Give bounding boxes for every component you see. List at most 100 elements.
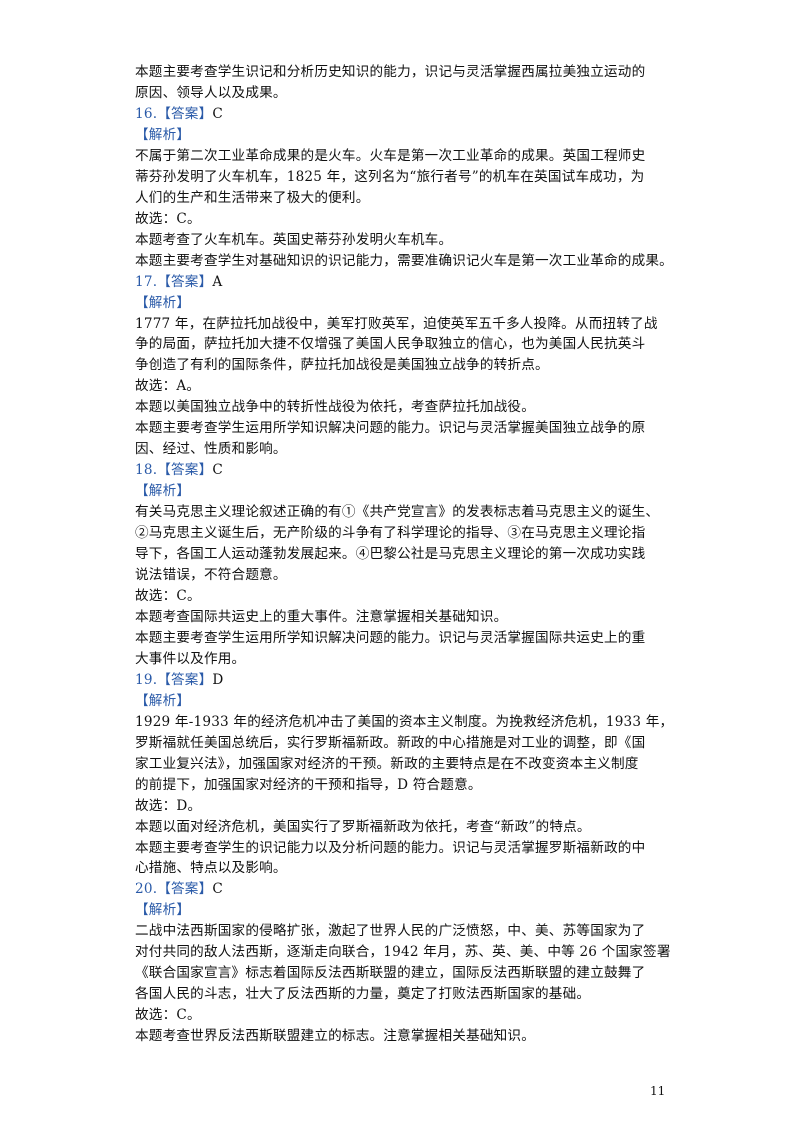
paragraph-text: 争创造了有利的国际条件，萨拉托加战役是美国独立战争的转折点。 [135, 357, 549, 374]
paragraph-text: 本题考查世界反法西斯联盟建立的标志。注意掌握相关基础知识。 [135, 1028, 536, 1045]
answer: C [212, 462, 224, 479]
text-line: ②马克思主义诞生后，无产阶级的斗争有了科学理论的指导、③在马克思主义理论指 [135, 523, 645, 543]
paragraph-text: 本题主要考查学生对基础知识的识记能力，需要准确识记火车是第一次工业革命的成果。 [135, 252, 673, 269]
text-line: 故选：D。 [135, 796, 201, 816]
text-line: 本题考查了火车机车。英国史蒂芬孙发明火车机车。 [135, 230, 452, 250]
text-line: 对付共同的敌人法西斯，逐渐走向联合，1942 年月，苏、英、美、中等 26 个国… [135, 942, 671, 962]
answer: D [212, 671, 224, 688]
paragraph-text: 故选：D。 [135, 797, 202, 814]
text-line: 故选：C。 [135, 1005, 201, 1025]
section-tag: 【答案】 [157, 881, 213, 898]
text-line: 《联合国家宣言》标志着国际反法西斯联盟的建立，国际反法西斯联盟的建立鼓舞了 [135, 963, 645, 983]
paragraph-text: 故选：C。 [135, 1007, 201, 1024]
text-line: 本题主要考查学生运用所学知识解决问题的能力。识记与灵活掌握美国独立战争的原 [135, 418, 645, 438]
text-line: 本题主要考查学生对基础知识的识记能力，需要准确识记火车是第一次工业革命的成果。 [135, 251, 673, 271]
section-tag: 【解析】 [135, 294, 191, 311]
paragraph-text: 大事件以及作用。 [135, 650, 246, 667]
paragraph-text: 二战中法西斯国家的侵略扩张，激起了世界人民的广泛愤怒，中、美、苏等国家为了 [135, 923, 646, 940]
text-line: 人们的生产和生活带来了极大的便利。 [135, 188, 370, 208]
text-line: 【解析】 [135, 125, 190, 145]
text-line: 蒂芬孙发明了火车机车，1825 年，这列名为“旅行者号”的机车在英国试车成功，为 [135, 167, 644, 187]
question-number: 19. [135, 671, 158, 688]
paragraph-text: 本题考查国际共运史上的重大事件。注意掌握相关基础知识。 [135, 608, 508, 625]
text-line: 本题主要考查学生的识记能力以及分析问题的能力。识记与灵活掌握罗斯福新政的中 [135, 838, 645, 858]
text-line: 【解析】 [135, 691, 190, 711]
text-line: 本题考查世界反法西斯联盟建立的标志。注意掌握相关基础知识。 [135, 1026, 535, 1046]
paragraph-text: 争的局面，萨拉托加大捷不仅增强了美国人民争取独立的信心，也为美国人民抗英斗 [135, 336, 646, 353]
text-line: 说法错误，不符合题意。 [135, 565, 287, 585]
paragraph-text: 本题主要考查学生的识记能力以及分析问题的能力。识记与灵活掌握罗斯福新政的中 [135, 839, 646, 856]
paragraph-text: 有关马克思主义理论叙述正确的有①《共产党宣言》的发表标志着马克思主义的诞生、 [135, 504, 660, 521]
answer: C [212, 881, 224, 898]
paragraph-text: 人们的生产和生活带来了极大的便利。 [135, 189, 370, 206]
text-line: 二战中法西斯国家的侵略扩张，激起了世界人民的广泛愤怒，中、美、苏等国家为了 [135, 921, 645, 941]
section-tag: 【解析】 [135, 692, 191, 709]
section-tag: 【答案】 [157, 105, 213, 122]
paragraph-text: 各国人民的斗志，壮大了反法西斯的力量，奠定了打败法西斯国家的基础。 [135, 986, 591, 1003]
text-line: 争创造了有利的国际条件，萨拉托加战役是美国独立战争的转折点。 [135, 355, 549, 375]
paragraph-text: 不属于第二次工业革命成果的是火车。火车是第一次工业革命的成果。英国工程师史 [135, 147, 646, 164]
text-line: 1777 年，在萨拉托加战役中，美军打败英军，迫使英军五千多人投降。从而扭转了战 [135, 314, 658, 334]
paragraph-text: 心措施、特点以及影响。 [135, 860, 287, 877]
text-line: 16.【答案】C [135, 104, 223, 124]
text-line: 本题以美国独立战争中的转折性战役为依托，考查萨拉托加战役。 [135, 397, 535, 417]
text-line: 有关马克思主义理论叙述正确的有①《共产党宣言》的发表标志着马克思主义的诞生、 [135, 502, 659, 522]
text-line: 20.【答案】C [135, 879, 223, 899]
text-line: 不属于第二次工业革命成果的是火车。火车是第一次工业革命的成果。英国工程师史 [135, 146, 645, 166]
paragraph-text: 本题以面对经济危机，美国实行了罗斯福新政为依托，考查“新政”的特点。 [135, 818, 591, 835]
paragraph-text: ②马克思主义诞生后，无产阶级的斗争有了科学理论的指导、③在马克思主义理论指 [135, 525, 646, 542]
paragraph-text: 本题以美国独立战争中的转折性战役为依托，考查萨拉托加战役。 [135, 399, 536, 416]
text-line: 本题以面对经济危机，美国实行了罗斯福新政为依托，考查“新政”的特点。 [135, 817, 591, 837]
page-number: 11 [650, 1084, 666, 1098]
text-line: 19.【答案】D [135, 670, 224, 690]
section-tag: 【解析】 [135, 902, 191, 919]
paragraph-text: 因、经过、性质和影响。 [135, 441, 287, 458]
paragraph-text: 本题主要考查学生识记和分析历史知识的能力，识记与灵活掌握西属拉美独立运动的 [135, 64, 646, 80]
answer: A [212, 273, 223, 290]
paragraph-text: 故选：C。 [135, 588, 201, 604]
question-number: 20. [135, 881, 158, 898]
paragraph-text: 1929 年-1933 年的经济危机冲击了美国的资本主义制度。为挽救经济危机，1… [135, 713, 674, 730]
text-line: 因、经过、性质和影响。 [135, 439, 287, 459]
text-line: 故选：A。 [135, 376, 200, 396]
paragraph-text: 故选：C。 [135, 210, 201, 227]
paragraph-text: 原因、领导人以及成果。 [135, 84, 287, 101]
text-line: 本题主要考查学生运用所学知识解决问题的能力。识记与灵活掌握国际共运史上的重 [135, 628, 645, 648]
paragraph-text: 罗斯福就任美国总统后，实行罗斯福新政。新政的中心措施是对工业的调整，即《国 [135, 734, 646, 751]
text-line: 【解析】 [135, 900, 190, 920]
text-line: 原因、领导人以及成果。 [135, 83, 287, 103]
text-line: 【解析】 [135, 293, 190, 313]
text-line: 各国人民的斗志，壮大了反法西斯的力量，奠定了打败法西斯国家的基础。 [135, 984, 590, 1004]
question-number: 16. [135, 105, 158, 122]
text-line: 1929 年-1933 年的经济危机冲击了美国的资本主义制度。为挽救经济危机，1… [135, 712, 673, 732]
question-number: 17. [135, 273, 158, 290]
text-line: 心措施、特点以及影响。 [135, 858, 287, 878]
paragraph-text: 本题考查了火车机车。英国史蒂芬孙发明火车机车。 [135, 231, 453, 248]
paragraph-text: 1777 年，在萨拉托加战役中，美军打败英军，迫使英军五千多人投降。从而扭转了战 [135, 315, 658, 332]
paragraph-text: 家工业复兴法》，加强国家对经济的干预。新政的主要特点是在不改变资本主义制度 [135, 755, 639, 772]
answer: C [212, 105, 224, 122]
text-line: 家工业复兴法》，加强国家对经济的干预。新政的主要特点是在不改变资本主义制度 [135, 754, 639, 774]
paragraph-text: 导下，各国工人运动蓬勃发展起来。④巴黎公社是马克思主义理论的第一次成功实践 [135, 546, 646, 563]
question-number: 18. [135, 462, 158, 479]
text-line: 的前提下，加强国家对经济的干预和指导，D 符合题意。 [135, 775, 482, 795]
section-tag: 【答案】 [157, 671, 213, 688]
text-line: 导下，各国工人运动蓬勃发展起来。④巴黎公社是马克思主义理论的第一次成功实践 [135, 544, 645, 564]
section-tag: 【解析】 [135, 483, 191, 500]
text-line: 本题主要考查学生识记和分析历史知识的能力，识记与灵活掌握西属拉美独立运动的 [135, 62, 645, 82]
text-line: 争的局面，萨拉托加大捷不仅增强了美国人民争取独立的信心，也为美国人民抗英斗 [135, 334, 645, 354]
text-line: 大事件以及作用。 [135, 649, 245, 669]
paragraph-text: 故选：A。 [135, 378, 201, 395]
text-line: 本题考查国际共运史上的重大事件。注意掌握相关基础知识。 [135, 607, 507, 627]
text-line: 故选：C。 [135, 586, 201, 606]
text-line: 【解析】 [135, 481, 190, 501]
section-tag: 【答案】 [157, 273, 213, 290]
paragraph-text: 蒂芬孙发明了火车机车，1825 年，这列名为“旅行者号”的机车在英国试车成功，为 [135, 168, 645, 185]
text-line: 18.【答案】C [135, 460, 223, 480]
text-line: 故选：C。 [135, 209, 201, 229]
paragraph-text: 的前提下，加强国家对经济的干预和指导，D 符合题意。 [135, 776, 482, 793]
paragraph-text: 对付共同的敌人法西斯，逐渐走向联合，1942 年月，苏、英、美、中等 26 个国… [135, 944, 671, 961]
section-tag: 【解析】 [135, 126, 191, 143]
paragraph-text: 《联合国家宣言》标志着国际反法西斯联盟的建立，国际反法西斯联盟的建立鼓舞了 [135, 965, 646, 982]
